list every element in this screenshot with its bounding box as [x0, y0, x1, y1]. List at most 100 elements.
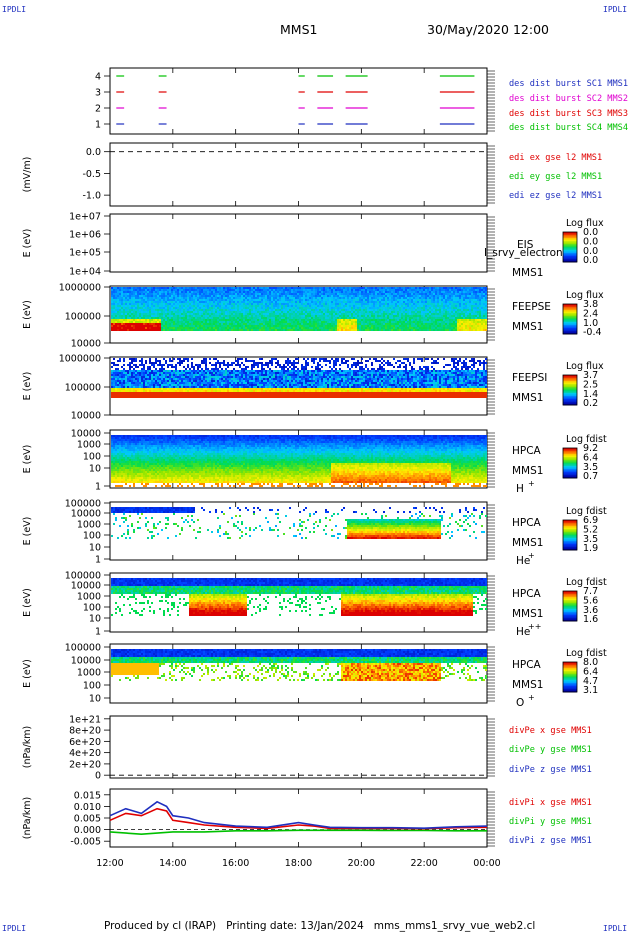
feepse-spectrogram-cell — [231, 315, 233, 317]
feepse-spectrogram-cell — [229, 303, 231, 305]
feepse-spectrogram-cell — [249, 289, 251, 291]
feepse-colorbar-swatch — [563, 320, 577, 323]
feepse-spectrogram-cell — [189, 319, 191, 321]
feepse-spectrogram-cell — [461, 301, 463, 303]
feepse-spectrogram-cell — [337, 301, 339, 303]
feepse-spectrogram-cell — [379, 303, 381, 305]
feepse-spectrogram-cell — [241, 311, 243, 313]
feepse-spectrogram-cell — [233, 315, 235, 317]
feepse-spectrogram-cell — [173, 311, 175, 313]
feepse-spectrogram-cell — [419, 325, 421, 327]
feepse-spectrogram-cell — [181, 323, 183, 325]
feepse-spectrogram-cell — [271, 289, 273, 291]
feepse-spectrogram-cell — [367, 313, 369, 315]
feepse-spectrogram-cell — [269, 311, 271, 313]
feepse-spectrogram-cell — [137, 295, 139, 297]
feepse-spectrogram-cell — [377, 305, 379, 307]
feepse-spectrogram-cell — [357, 323, 359, 325]
feepse-spectrogram-cell — [187, 297, 189, 299]
feepse-y-tick-label: 10000 — [71, 339, 101, 350]
feepse-spectrogram-cell — [389, 295, 391, 297]
feepse-spectrogram-cell — [307, 329, 309, 331]
feepse-spectrogram-cell — [261, 315, 263, 317]
feepse-spectrogram-cell — [187, 301, 189, 303]
feepse-spectrogram-cell — [141, 301, 143, 303]
eis-colorbar-swatch — [563, 253, 577, 255]
feepse-spectrogram-cell — [431, 295, 433, 297]
feepse-spectrogram-cell — [247, 315, 249, 317]
feepse-spectrogram-cell — [427, 327, 429, 329]
feepse-spectrogram-cell — [393, 297, 395, 299]
feepse-spectrogram-cell — [239, 289, 241, 291]
feepse-spectrogram-cell — [285, 311, 287, 313]
feepse-spectrogram-cell — [347, 311, 349, 313]
feepse-spectrogram-cell — [359, 303, 361, 305]
feepse-spectrogram-cell — [371, 297, 373, 299]
feepse-spectrogram-cell — [457, 287, 459, 289]
feepse-spectrogram-cell — [357, 289, 359, 291]
feepse-spectrogram-cell — [483, 309, 485, 311]
feepse-spectrogram-cell — [175, 327, 177, 329]
feepse-spectrogram-cell — [453, 287, 455, 289]
feepse-spectrogram-cell — [367, 317, 369, 319]
feepsi-spectrogram-cell — [113, 370, 115, 372]
feepse-spectrogram-cell — [457, 291, 459, 293]
feepse-spectrogram-cell — [129, 315, 131, 317]
feepse-spectrogram-cell — [149, 301, 151, 303]
feepse-spectrogram-cell — [413, 291, 415, 293]
feepse-spectrogram-cell — [181, 291, 183, 293]
feepse-spectrogram-cell — [307, 291, 309, 293]
feepse-spectrogram-cell — [467, 323, 469, 325]
feepse-spectrogram-cell — [263, 321, 265, 323]
feepse-spectrogram-cell — [277, 295, 279, 297]
feepse-spectrogram-cell — [125, 325, 127, 327]
feepse-spectrogram-cell — [193, 299, 195, 301]
feepsi-spectrogram-cell — [161, 374, 163, 376]
feepse-spectrogram-cell — [259, 297, 261, 299]
feepse-spectrogram-cell — [187, 307, 189, 309]
feepse-spectrogram-cell — [351, 309, 353, 311]
feepse-spectrogram-cell — [361, 315, 363, 317]
feepse-spectrogram-cell — [111, 309, 113, 311]
feepse-spectrogram-cell — [125, 329, 127, 331]
feepsi-spectrogram-cell — [139, 364, 141, 366]
feepse-spectrogram-cell — [379, 325, 381, 327]
feepse-spectrogram-cell — [443, 315, 445, 317]
feepse-spectrogram-cell — [119, 293, 121, 295]
feepsi-spectrogram-cell — [125, 390, 127, 392]
feepse-spectrogram-cell — [425, 299, 427, 301]
feepse-spectrogram-cell — [303, 319, 305, 321]
feepse-spectrogram-cell — [445, 287, 447, 289]
feepse-spectrogram-cell — [127, 297, 129, 299]
feepse-spectrogram-cell — [183, 299, 185, 301]
feepse-spectrogram-cell — [135, 329, 137, 331]
feepse-spectrogram-cell — [123, 327, 125, 329]
feepse-spectrogram-cell — [157, 313, 159, 315]
feepse-spectrogram-cell — [193, 295, 195, 297]
feepsi-spectrogram-cell — [141, 358, 143, 360]
feepse-spectrogram-cell — [479, 291, 481, 293]
feepsi-spectrogram-cell — [159, 364, 161, 366]
feepsi-spectrogram-cell — [113, 396, 115, 398]
feepse-spectrogram-cell — [299, 323, 301, 325]
feepse-spectrogram-cell — [429, 315, 431, 317]
feepse-spectrogram-cell — [467, 311, 469, 313]
feepse-spectrogram-cell — [201, 311, 203, 313]
feepse-spectrogram-cell — [263, 291, 265, 293]
feepse-spectrogram-cell — [255, 325, 257, 327]
feepse-spectrogram-cell — [175, 321, 177, 323]
feepse-spectrogram-cell — [377, 293, 379, 295]
feepse-spectrogram-cell — [385, 327, 387, 329]
feepse-spectrogram-cell — [167, 297, 169, 299]
feepse-spectrogram-cell — [357, 303, 359, 305]
feepse-spectrogram-cell — [119, 289, 121, 291]
feepse-spectrogram-cell — [399, 303, 401, 305]
feepse-spectrogram-cell — [163, 315, 165, 317]
feepse-spectrogram-cell — [451, 315, 453, 317]
feepse-spectrogram-cell — [215, 327, 217, 329]
feepse-spectrogram-cell — [237, 303, 239, 305]
feepse-spectrogram-cell — [297, 295, 299, 297]
feepse-spectrogram-cell — [339, 309, 341, 311]
feepse-spectrogram-cell — [239, 315, 241, 317]
feepse-spectrogram-cell — [231, 327, 233, 329]
